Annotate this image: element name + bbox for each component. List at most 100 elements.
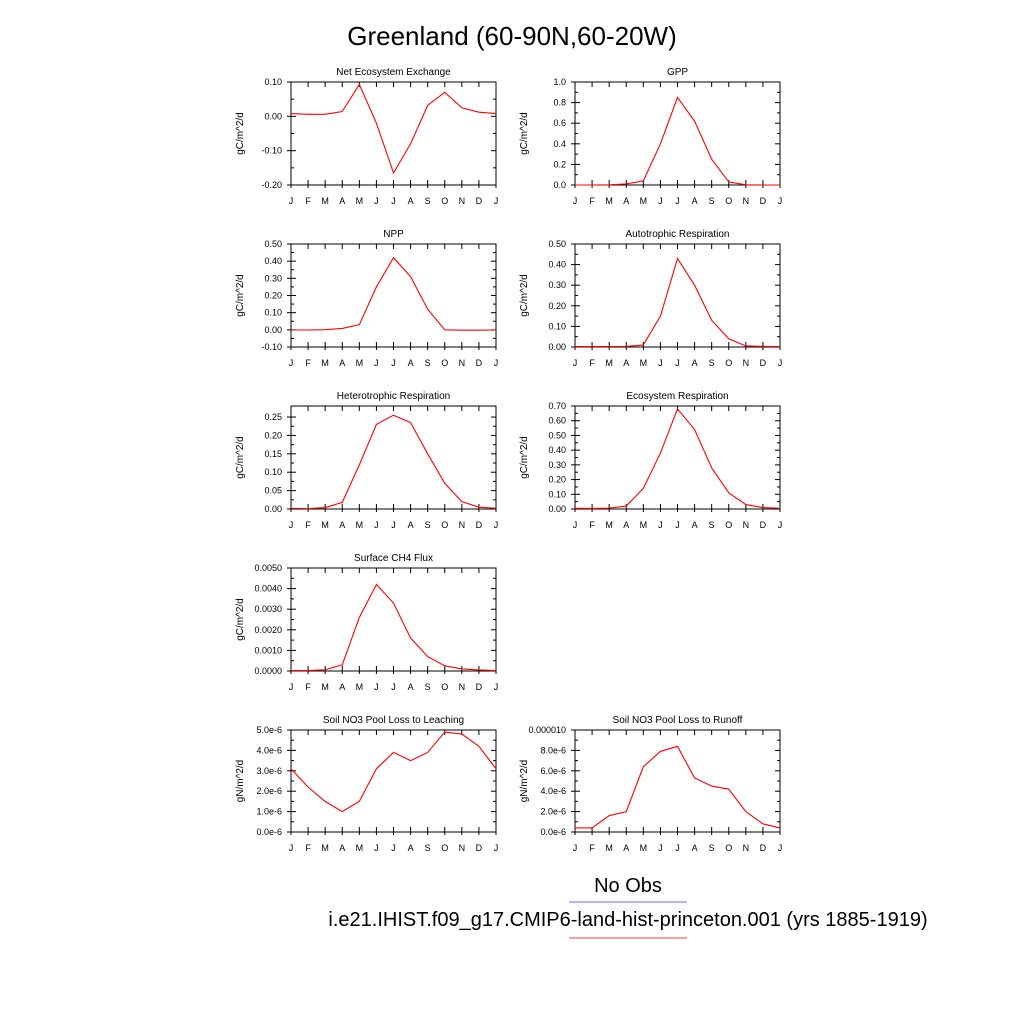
x-tick-label: M <box>605 843 613 853</box>
x-tick-label: S <box>425 358 431 368</box>
x-tick-label: J <box>391 843 396 853</box>
x-tick-label: M <box>640 196 648 206</box>
series-line <box>575 257 781 348</box>
y-tick-label: -0.20 <box>261 180 282 190</box>
y-tick-label: 0.2 <box>553 159 566 169</box>
x-tick-label: J <box>391 196 396 206</box>
x-tick-label: A <box>692 358 698 368</box>
y-tick-label: 0.20 <box>548 475 566 485</box>
y-tick-label: 0.25 <box>264 412 282 422</box>
y-tick-label: 0.0e-6 <box>540 827 566 837</box>
x-tick-label: N <box>459 358 466 368</box>
plot-frame <box>574 405 781 510</box>
plot-frame <box>290 405 497 510</box>
y-tick-label: 0.20 <box>264 430 282 440</box>
plot-frame <box>574 729 781 833</box>
x-tick-label: M <box>640 843 648 853</box>
x-tick-label: M <box>321 520 329 530</box>
y-tick-label: 0.00 <box>548 504 566 514</box>
y-tick-label: 0.30 <box>264 273 282 283</box>
y-tick-label: 0.40 <box>264 256 282 266</box>
x-tick-label: J <box>675 843 680 853</box>
y-tick-label: 4.0e-6 <box>540 786 566 796</box>
x-tick-label: S <box>425 520 431 530</box>
series-line <box>290 83 497 175</box>
series-line <box>291 256 497 331</box>
y-tick-label: 1.0e-6 <box>256 807 282 817</box>
x-tick-label: M <box>356 843 364 853</box>
x-tick-label: S <box>709 520 715 530</box>
y-axis-label: gC/m^2/d <box>235 436 246 479</box>
x-tick-label: J <box>494 843 499 853</box>
plot-frame <box>290 243 497 348</box>
x-tick-label: J <box>573 843 578 853</box>
x-tick-label: D <box>476 358 483 368</box>
y-tick-label: 0.10 <box>264 308 282 318</box>
x-tick-label: A <box>623 843 629 853</box>
x-tick-label: D <box>760 358 767 368</box>
y-tick-label: 3.0e-6 <box>256 766 282 776</box>
x-tick-label: M <box>321 196 329 206</box>
y-tick-label: 0.40 <box>548 445 566 455</box>
panel-title: Net Ecosystem Exchange <box>336 67 451 78</box>
x-tick-label: M <box>321 358 329 368</box>
panel-title: Soil NO3 Pool Loss to Leaching <box>323 715 464 726</box>
x-tick-label: N <box>459 196 466 206</box>
x-tick-label: M <box>356 682 364 692</box>
x-tick-label: A <box>408 682 414 692</box>
x-tick-label: O <box>441 843 448 853</box>
x-tick-label: J <box>778 843 783 853</box>
x-tick-label: J <box>374 358 379 368</box>
series-line <box>290 731 497 813</box>
y-tick-label: 0.50 <box>548 430 566 440</box>
series-line <box>574 407 781 509</box>
x-tick-label: S <box>709 358 715 368</box>
x-tick-label: N <box>743 520 750 530</box>
x-tick-label: O <box>441 520 448 530</box>
x-tick-label: J <box>289 358 294 368</box>
x-tick-label: F <box>305 520 311 530</box>
x-tick-label: A <box>339 196 345 206</box>
x-tick-label: J <box>494 682 499 692</box>
legend-label-no-obs: No Obs <box>594 875 662 897</box>
x-tick-label: J <box>289 843 294 853</box>
y-tick-label: 2.0e-6 <box>540 807 566 817</box>
y-tick-label: 0.00 <box>264 111 282 121</box>
x-tick-label: J <box>573 358 578 368</box>
x-tick-label: J <box>778 520 783 530</box>
y-tick-label: 0.05 <box>264 486 282 496</box>
x-tick-label: J <box>675 196 680 206</box>
x-tick-label: M <box>356 358 364 368</box>
x-tick-label: J <box>675 358 680 368</box>
x-tick-label: J <box>658 358 663 368</box>
x-tick-label: J <box>374 196 379 206</box>
y-tick-label: 0.0e-6 <box>256 827 282 837</box>
series-line <box>575 745 781 829</box>
y-tick-label: 0.00 <box>548 342 566 352</box>
y-tick-label: 0.6 <box>553 118 566 128</box>
x-tick-label: D <box>476 682 483 692</box>
x-tick-label: J <box>778 196 783 206</box>
y-axis-label: gC/m^2/d <box>519 274 530 317</box>
x-tick-label: A <box>692 520 698 530</box>
x-tick-label: N <box>459 520 466 530</box>
panel-title: Surface CH4 Flux <box>354 553 433 564</box>
series-line <box>290 414 497 510</box>
x-tick-label: D <box>760 843 767 853</box>
x-tick-label: J <box>658 520 663 530</box>
x-tick-label: O <box>725 196 732 206</box>
x-tick-label: A <box>623 196 629 206</box>
y-tick-label: 0.50 <box>264 239 282 249</box>
y-tick-label: 0.30 <box>548 280 566 290</box>
panel-title: Heterotrophic Respiration <box>337 391 450 402</box>
x-tick-label: O <box>725 520 732 530</box>
x-tick-label: F <box>305 358 311 368</box>
x-tick-label: O <box>441 682 448 692</box>
x-tick-label: J <box>573 520 578 530</box>
x-tick-label: S <box>709 196 715 206</box>
x-tick-label: N <box>459 682 466 692</box>
